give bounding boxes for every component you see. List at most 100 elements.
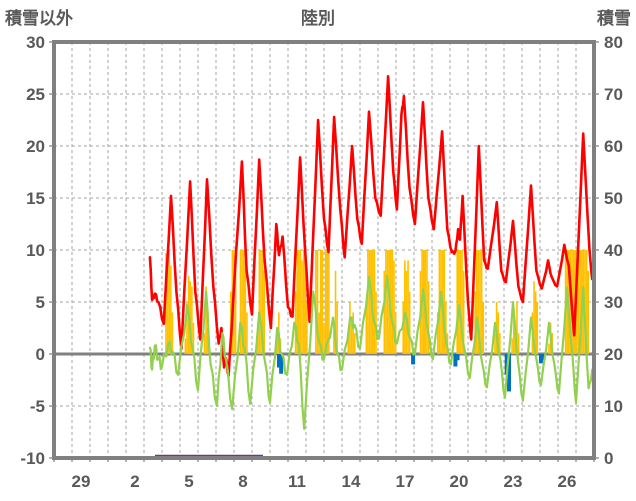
- left-axis-label: 10: [26, 241, 45, 260]
- sunshine-bar: [499, 333, 501, 354]
- sunshine-bar: [306, 302, 308, 354]
- precipitation-bar: [455, 354, 460, 361]
- sunshine-bar: [517, 333, 520, 354]
- sunshine-bar: [479, 250, 481, 354]
- right-axis-label: 60: [604, 137, 623, 156]
- sunshine-bar: [352, 312, 354, 354]
- sunshine-bar: [436, 312, 439, 354]
- x-axis-label: 26: [558, 472, 577, 491]
- sunshine-bar: [294, 291, 297, 354]
- sunshine-bar: [386, 250, 389, 354]
- sunshine-bar: [299, 250, 302, 354]
- sunshine-bar: [476, 250, 478, 354]
- x-axis-label: 8: [238, 472, 247, 491]
- sunshine-bar: [333, 322, 335, 354]
- sunshine-bar: [321, 250, 324, 354]
- sunshine-bar: [497, 312, 500, 354]
- sunshine-bar: [296, 250, 298, 354]
- sunshine-bar: [246, 312, 248, 354]
- sunshine-bar: [459, 250, 462, 354]
- sunshine-bar: [579, 250, 581, 354]
- sunshine-bar: [192, 322, 195, 354]
- sunshine-bar: [276, 333, 278, 354]
- precipitation-bar: [453, 354, 458, 367]
- sunshine-bar: [393, 260, 395, 354]
- left-axis-label: 30: [26, 33, 45, 52]
- left-axis-title: 積雪以外: [5, 9, 73, 28]
- sunshine-bar: [191, 286, 193, 354]
- x-axis-label: 14: [342, 472, 361, 491]
- sunshine-bar: [205, 286, 207, 354]
- sunshine-bar: [206, 328, 209, 354]
- sunshine-bar: [258, 250, 261, 354]
- sunshine-bar: [548, 343, 550, 354]
- sunshine-bar: [426, 250, 428, 354]
- precipitation-bar: [538, 354, 543, 364]
- sunshine-bar: [534, 291, 537, 354]
- sunshine-bar: [407, 260, 409, 354]
- sunshine-bar: [171, 312, 174, 354]
- x-axis-label: 20: [450, 472, 469, 491]
- sunshine-bar: [585, 250, 588, 354]
- sunshine-bar: [324, 250, 327, 354]
- right-axis-label: 0: [604, 449, 613, 468]
- sunshine-bar: [394, 312, 397, 354]
- sunshine-bar: [302, 250, 305, 354]
- sunshine-bar: [458, 250, 460, 354]
- precipitation-bar: [279, 354, 284, 374]
- sunshine-bar: [304, 250, 307, 354]
- sunshine-bar: [572, 250, 575, 354]
- sunshine-bar: [323, 322, 325, 354]
- sunshine-bar: [383, 270, 386, 354]
- sunshine-bar: [350, 322, 353, 354]
- sunshine-bar: [427, 281, 430, 354]
- sunshine-bar: [536, 302, 539, 354]
- sunshine-bar: [404, 260, 406, 354]
- sunshine-bar: [347, 333, 350, 354]
- sunshine-bar: [334, 270, 337, 354]
- sunshine-bar: [405, 270, 408, 354]
- plot-frame: [52, 40, 596, 460]
- sunshine-bar: [516, 302, 518, 354]
- x-axis-label: 5: [184, 472, 193, 491]
- right-axis-label: 20: [604, 345, 623, 364]
- sunshine-bar: [373, 250, 376, 354]
- sunshine-bar: [577, 250, 580, 354]
- sunshine-bar: [365, 302, 368, 354]
- left-axis-label: -10: [20, 449, 45, 468]
- sunshine-bar: [375, 291, 377, 354]
- sunshine-bar: [241, 250, 243, 354]
- chart-title: 陸別: [301, 9, 335, 28]
- x-axis-label: 11: [288, 472, 306, 491]
- sunshine-bar: [239, 250, 242, 354]
- sunshine-bar: [168, 250, 170, 354]
- sunshine-bar: [456, 250, 458, 354]
- left-axis-label: 25: [26, 85, 45, 104]
- sunshine-bar: [203, 333, 206, 354]
- sunshine-bar: [461, 250, 463, 354]
- sunshine-bar: [328, 250, 330, 354]
- x-axis-label: 29: [72, 472, 91, 491]
- sunshine-bar: [234, 250, 237, 354]
- sunshine-bar: [408, 291, 411, 354]
- sunshine-bar: [326, 250, 329, 354]
- x-axis-label: 17: [396, 472, 415, 491]
- sunshine-bar: [318, 312, 320, 354]
- sunshine-bar: [301, 260, 303, 354]
- x-axis-label: 2: [130, 472, 139, 491]
- left-axis-label: 5: [36, 293, 45, 312]
- sunshine-bar: [511, 338, 513, 354]
- sunshine-bar: [512, 312, 515, 354]
- sunshine-bar: [353, 333, 356, 354]
- sunshine-bar: [462, 270, 465, 354]
- left-axis-label: 0: [36, 345, 45, 364]
- sunshine-bar: [260, 250, 262, 354]
- sunshine-bar: [242, 250, 245, 354]
- sunshine-bar: [533, 281, 535, 354]
- sunshine-bar: [391, 250, 394, 354]
- right-axis-label: 80: [604, 33, 623, 52]
- right-axis-label: 10: [604, 397, 623, 416]
- sunshine-bar: [316, 250, 319, 354]
- sunshine-bar: [244, 260, 247, 354]
